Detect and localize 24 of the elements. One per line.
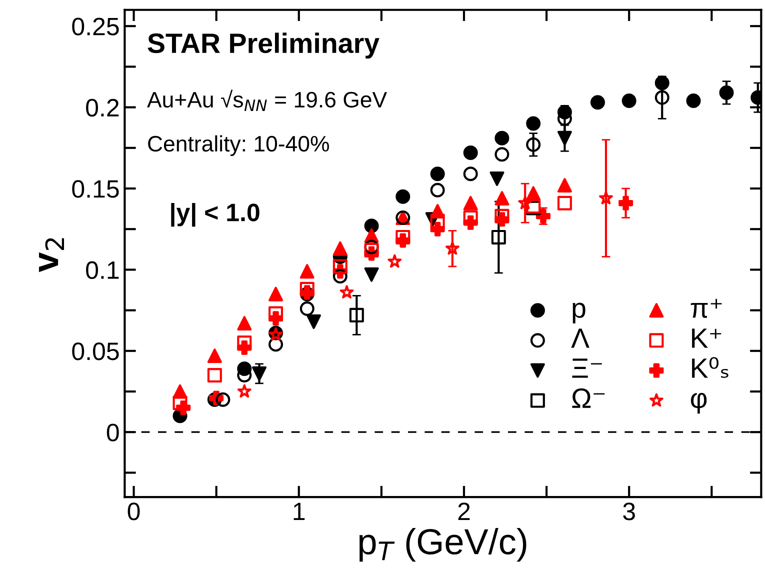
x-tick-label: 3 (623, 502, 635, 520)
legend-label: Ω⁻ (572, 388, 605, 408)
legend-label: p (572, 302, 586, 324)
annotation: STAR Preliminary (148, 32, 380, 59)
annotation: Au+Au √s$_{NN}$ = 19.6 GeV (147, 90, 388, 112)
x-axis-title: p$_{T}$ (GeV/c) (360, 528, 526, 562)
annotation: Centrality: 10-40% (148, 135, 329, 156)
legend-label: Λ (571, 328, 590, 348)
x-tick-label: 0 (128, 502, 140, 520)
y-tick-label: 0.1 (86, 261, 119, 280)
annotation: |y| < 1.0 (171, 202, 260, 227)
y-axis-title: v$_{2}$ (38, 238, 64, 272)
legend-label: π⁺ (690, 298, 722, 318)
y-tick-label: 0.05 (72, 342, 119, 360)
legend-label: K⁰ₛ (692, 357, 728, 378)
y-tick-label: 0 (106, 424, 119, 442)
legend-label: Ξ⁻ (572, 358, 602, 378)
y-tick-label: 0.2 (86, 98, 119, 117)
x-tick-label: 1 (294, 502, 305, 520)
legend-label: φ (690, 392, 707, 414)
y-tick-label: 0.25 (72, 18, 119, 36)
legend-label: K⁺ (692, 328, 722, 348)
x-tick-label: 2 (458, 502, 470, 520)
y-tick-label: 0.15 (72, 180, 119, 198)
